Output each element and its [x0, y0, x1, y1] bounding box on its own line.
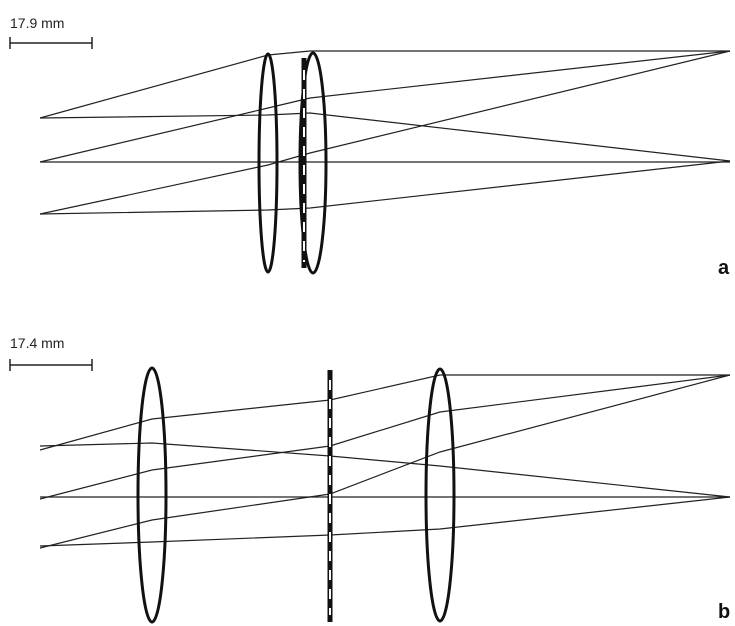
ray-a-6: [39, 160, 731, 215]
lens-a-2: [298, 51, 328, 275]
ray-b-6: [39, 496, 731, 547]
scale-label-b: 17.4 mm: [10, 335, 64, 351]
ray-a-2: [39, 112, 731, 162]
scale-label-a: 17.9 mm: [10, 15, 64, 31]
panel-a: 17.9 mm a: [9, 15, 731, 279]
rays-a: [39, 50, 731, 215]
scale-bar-a: [9, 37, 93, 49]
ray-a-3: [39, 50, 731, 163]
panel-letter-a: a: [718, 257, 730, 279]
panel-b: 17.4 mm b: [9, 335, 731, 624]
panel-letter-b: b: [718, 601, 730, 623]
scale-bar-b: [9, 359, 93, 371]
ray-b-2: [39, 442, 731, 498]
lens-a-1: [257, 52, 279, 274]
ray-a-1: [39, 50, 730, 119]
lens-b-1: [136, 366, 168, 624]
ray-a-5: [39, 50, 731, 215]
lens-b-2: [424, 367, 456, 623]
